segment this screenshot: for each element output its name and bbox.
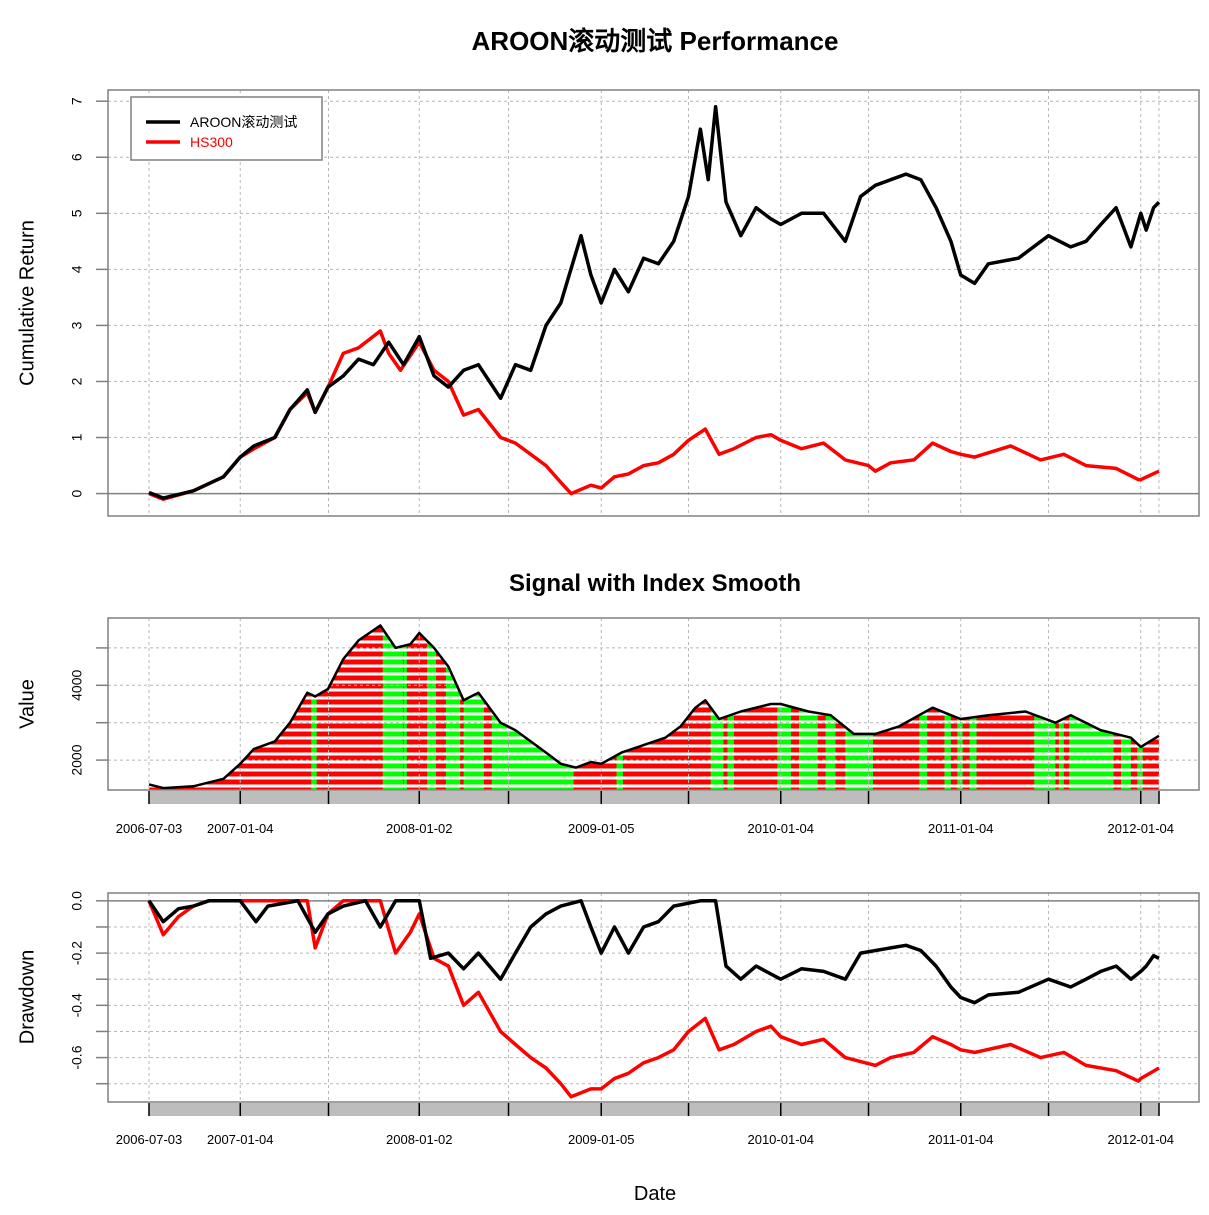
signal-neutral-band [825, 625, 836, 790]
y-tick-label: 2 [69, 377, 85, 385]
signal-neutral-band [616, 625, 623, 790]
y-tick-label: 0.0 [69, 891, 85, 911]
x-axis-label: Date [634, 1183, 676, 1205]
x-tick-label: 2006-07-03 [116, 1132, 183, 1147]
signal-neutral-band [710, 625, 724, 790]
chart-title: AROON滚动测试 Performance [472, 26, 839, 56]
y-tick-label: 5 [69, 209, 85, 217]
y-tick-label: 6 [69, 153, 85, 161]
period-strip [149, 791, 1159, 804]
y-axis-label: Drawdown [16, 950, 38, 1044]
x-tick-label: 2006-07-03 [116, 821, 183, 836]
y-axis-label: Value [16, 679, 38, 729]
y-tick-label: -0.2 [69, 941, 85, 965]
x-tick-label: 2007-01-04 [207, 821, 274, 836]
signal-neutral-band [944, 625, 951, 790]
chart-title: Signal with Index Smooth [509, 570, 801, 597]
period-strip [149, 1103, 1159, 1116]
plot-frame [107, 89, 1200, 517]
x-tick-label: 2008-01-02 [386, 1132, 453, 1147]
signal-neutral-band [727, 625, 734, 790]
y-axis-label: Cumulative Return [16, 220, 38, 386]
signal-neutral-band [311, 625, 317, 790]
legend-label-aroon: AROON滚动测试 [190, 114, 297, 130]
y-tick-label: 1 [69, 433, 85, 441]
signal-neutral-band [919, 625, 928, 790]
x-tick-label: 2007-01-04 [207, 1132, 274, 1147]
index-line [148, 624, 1160, 790]
signal-neutral-band [1121, 625, 1131, 790]
y-tick-label: 4 [69, 265, 85, 273]
signal-neutral-band [957, 625, 963, 790]
y-tick-label: 2000 [69, 744, 85, 775]
x-tick-label: 2010-01-04 [747, 821, 814, 836]
series-line-aroon [148, 105, 1161, 500]
signal-area-long [149, 625, 1159, 790]
signal-neutral-band [403, 625, 407, 790]
x-tick-label: 2009-01-05 [568, 821, 635, 836]
signal-neutral-band [445, 625, 461, 790]
plot-frame [107, 617, 1200, 791]
legend-label-hs300: HS300 [190, 134, 233, 150]
y-tick-label: 7 [69, 97, 85, 105]
signal-neutral-band [1069, 625, 1114, 790]
y-tick-label: -0.6 [69, 1045, 85, 1069]
y-tick-label: 3 [69, 321, 85, 329]
signal-neutral-band [427, 625, 437, 790]
x-tick-label: 2008-01-02 [386, 821, 453, 836]
legend-box [130, 96, 323, 161]
signal-neutral-band [798, 625, 818, 790]
y-tick-label: -0.4 [69, 993, 85, 1017]
y-tick-label: 0 [69, 489, 85, 497]
x-tick-label: 2011-01-04 [928, 821, 994, 836]
y-tick-label: 4000 [69, 670, 85, 701]
drawdown-line-hs300 [147, 899, 1160, 1099]
x-tick-label: 2011-01-04 [928, 1132, 994, 1147]
series-line-hs300 [148, 329, 1160, 501]
plot-frame [107, 892, 1200, 1103]
signal-neutral-band [969, 625, 977, 790]
signal-neutral-band [463, 625, 484, 790]
x-tick-label: 2010-01-04 [747, 1132, 814, 1147]
signal-neutral-band [1058, 625, 1064, 790]
signal-neutral-band [1034, 625, 1056, 790]
x-tick-label: 2012-01-04 [1108, 1132, 1175, 1147]
x-tick-label: 2012-01-04 [1108, 821, 1175, 836]
x-tick-label: 2009-01-05 [568, 1132, 635, 1147]
drawdown-line-aroon [147, 899, 1160, 1005]
signal-neutral-band [1137, 625, 1143, 790]
